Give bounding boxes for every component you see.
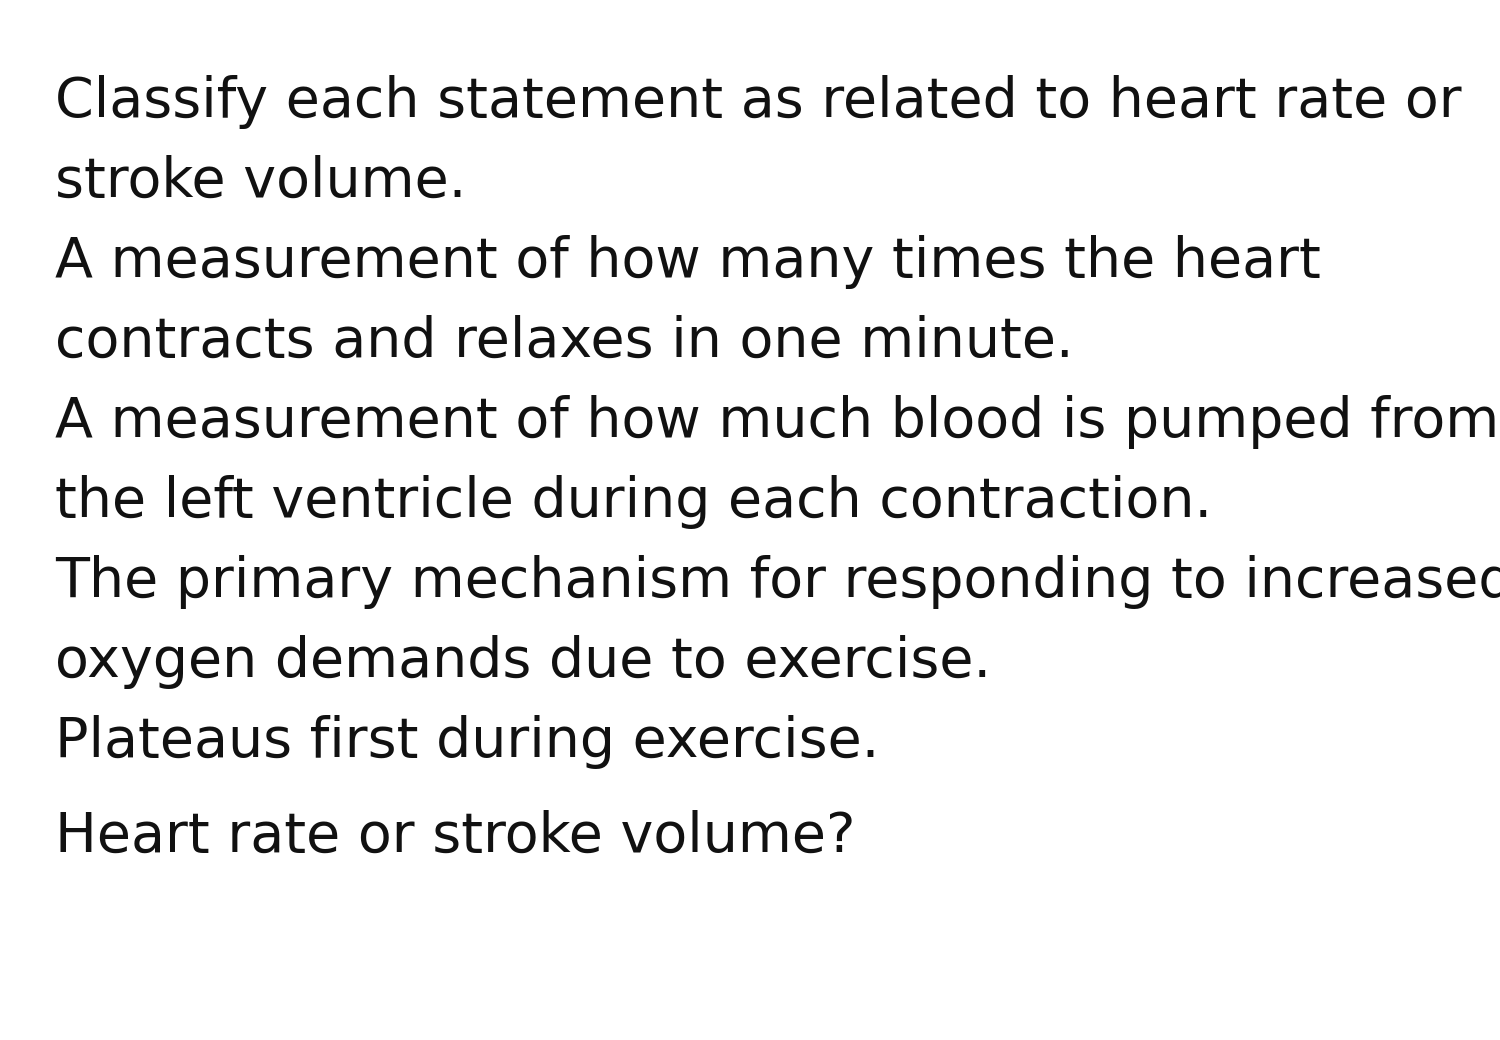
- Text: The primary mechanism for responding to increased: The primary mechanism for responding to …: [56, 555, 1500, 609]
- Text: Plateaus first during exercise.: Plateaus first during exercise.: [56, 716, 879, 769]
- Text: the left ventricle during each contraction.: the left ventricle during each contracti…: [56, 475, 1212, 529]
- Text: oxygen demands due to exercise.: oxygen demands due to exercise.: [56, 635, 992, 690]
- Text: contracts and relaxes in one minute.: contracts and relaxes in one minute.: [56, 315, 1074, 369]
- Text: A measurement of how many times the heart: A measurement of how many times the hear…: [56, 235, 1322, 289]
- Text: Classify each statement as related to heart rate or: Classify each statement as related to he…: [56, 75, 1461, 129]
- Text: A measurement of how much blood is pumped from: A measurement of how much blood is pumpe…: [56, 395, 1500, 449]
- Text: Heart rate or stroke volume?: Heart rate or stroke volume?: [56, 810, 855, 864]
- Text: stroke volume.: stroke volume.: [56, 155, 467, 209]
